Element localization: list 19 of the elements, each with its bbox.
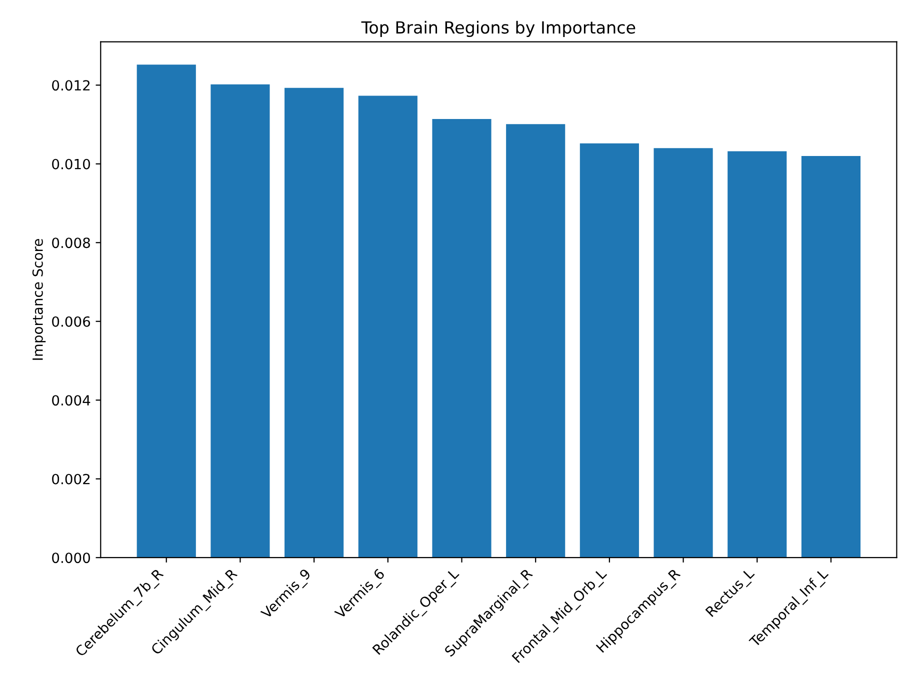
bar bbox=[432, 118, 492, 558]
y-tick-label: 0.012 bbox=[52, 80, 90, 91]
y-tick-label: 0.004 bbox=[52, 395, 90, 406]
bar bbox=[358, 96, 418, 558]
y-tick-label: 0.008 bbox=[52, 238, 90, 248]
y-tick-label: 0.002 bbox=[52, 474, 90, 484]
bar bbox=[136, 64, 196, 558]
bar bbox=[728, 151, 787, 558]
bar bbox=[210, 84, 270, 558]
y-axis-title: Importance Score bbox=[32, 239, 46, 360]
bar bbox=[506, 124, 566, 558]
bar bbox=[284, 88, 344, 558]
bar bbox=[654, 148, 713, 558]
bar bbox=[801, 156, 861, 558]
bar bbox=[580, 143, 639, 558]
chart-title: Top Brain Regions by Importance bbox=[361, 20, 636, 37]
y-tick-label: 0.006 bbox=[52, 316, 90, 327]
y-tick-label: 0.000 bbox=[52, 552, 90, 564]
y-tick-label: 0.010 bbox=[52, 158, 90, 170]
